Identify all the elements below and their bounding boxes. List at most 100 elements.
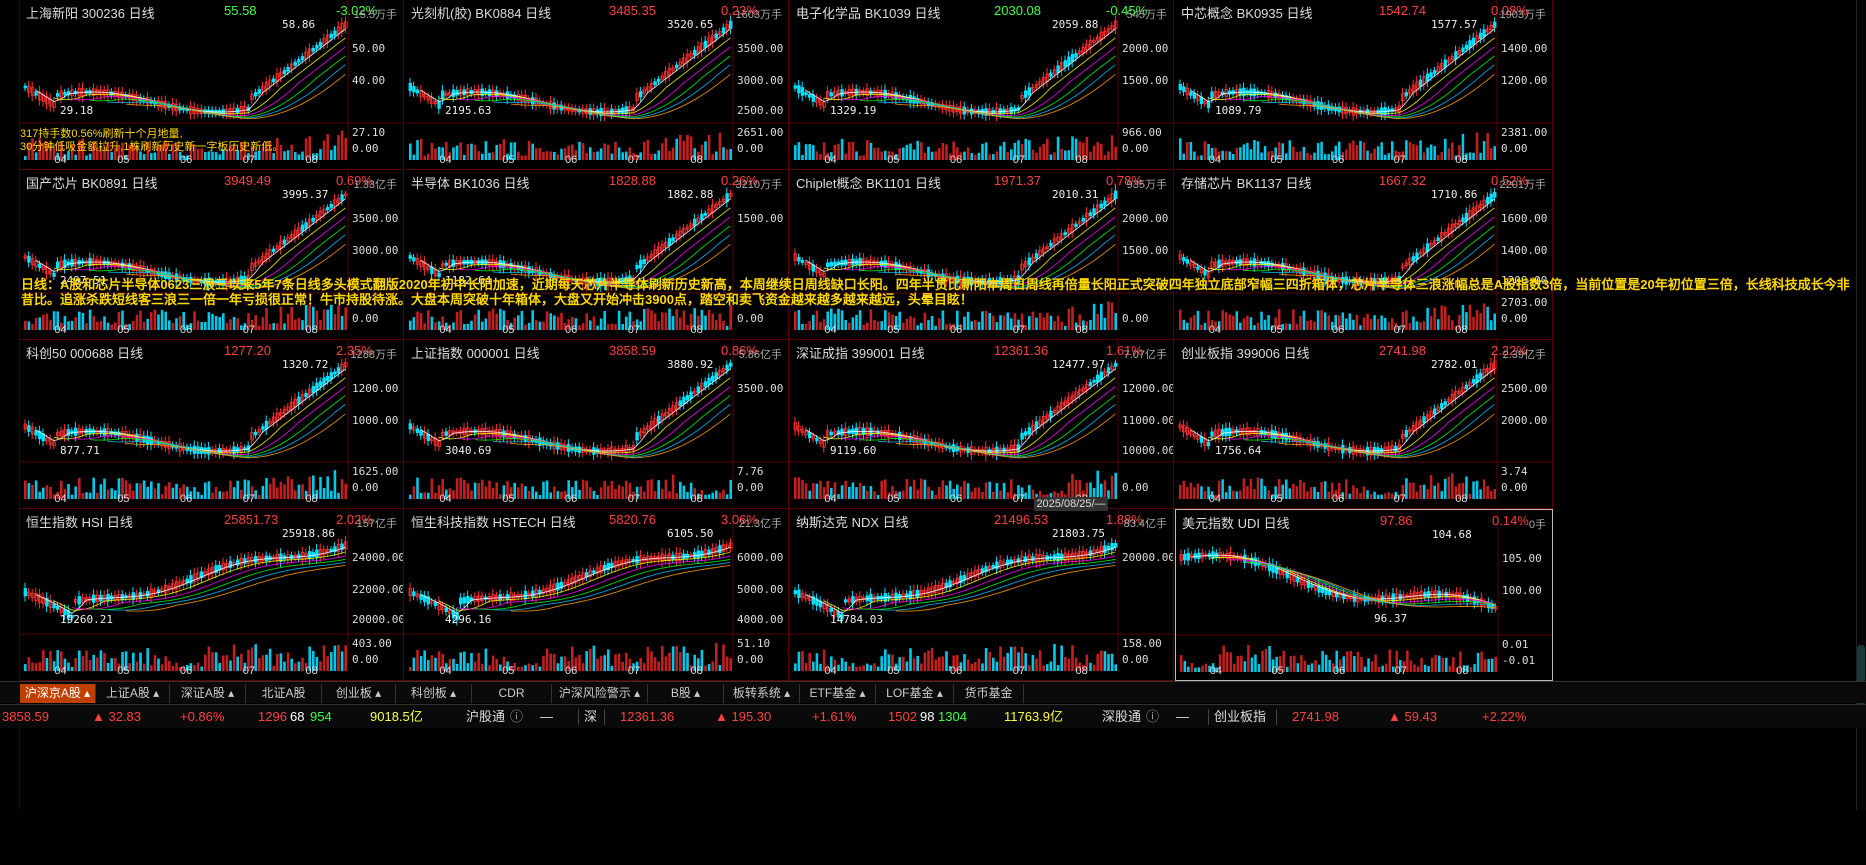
kline-chart[interactable] bbox=[405, 340, 789, 509]
last-price: 5820.76 bbox=[609, 512, 656, 527]
tab-star[interactable]: 科创板 ▴ bbox=[396, 684, 472, 703]
kline-chart[interactable] bbox=[1175, 170, 1553, 340]
sz-connect-label[interactable]: 深股通 bbox=[1102, 709, 1142, 724]
chart-panel[interactable]: Chiplet概念 BK1101 日线 1971.37 0.78% 935万手 2000… bbox=[790, 170, 1174, 340]
last-price: 1828.88 bbox=[609, 173, 656, 188]
chart-panel[interactable]: 恒生科技指数 HSTECH 日线 5820.76 3.06% 21.3亿手 6000.0… bbox=[405, 509, 789, 681]
kline-chart[interactable] bbox=[405, 0, 789, 170]
chart-panel[interactable]: 创业板指 399006 日线 2741.98 2.22% 2.39亿手 2500.00 2… bbox=[1175, 340, 1553, 509]
chart-panel[interactable]: 深证成指 399001 日线 12361.36 1.61% 7.07亿手 12000.0… bbox=[790, 340, 1174, 509]
kline-chart[interactable] bbox=[790, 170, 1174, 340]
panel-header: 科创50 000688 日线 1277.20 2.35% 1288万手 bbox=[24, 343, 397, 361]
tab-label: B股 bbox=[670, 686, 691, 700]
kline-chart[interactable] bbox=[405, 170, 789, 340]
volume-zero-tick: 0.00 bbox=[1501, 142, 1528, 155]
chart-panel[interactable]: 存储芯片 BK1137 日线 1667.32 0.52% 2201万手 1600.00 1… bbox=[1175, 170, 1553, 340]
kline-chart[interactable] bbox=[790, 0, 1174, 170]
volume-top-tick: 966.00 bbox=[1122, 126, 1162, 139]
chart-panel[interactable]: 科创50 000688 日线 1277.20 2.35% 1288万手 1200.00 1… bbox=[20, 340, 404, 509]
kline-chart[interactable] bbox=[790, 340, 1174, 509]
y-tick: 4000.00 bbox=[737, 613, 784, 626]
volume-max: 1903万手 bbox=[1499, 9, 1546, 21]
low-label: 96.37 bbox=[1374, 612, 1408, 625]
chart-panel[interactable]: 美元指数 UDI 日线 97.86 0.14% 0手 105.00 100.00 0.01 -… bbox=[1175, 509, 1553, 681]
last-price: 25851.73 bbox=[224, 512, 279, 527]
y-tick: 1200.00 bbox=[1501, 74, 1548, 87]
x-tick: 06 bbox=[949, 154, 963, 166]
x-tick: 04 bbox=[439, 665, 452, 677]
x-tick: 05 bbox=[502, 665, 515, 677]
y-tick: 1500.00 bbox=[737, 212, 784, 225]
low-label: 2195.63 bbox=[445, 104, 492, 117]
vertical-scrollbar[interactable] bbox=[1856, 0, 1866, 810]
volume-zero-tick: 0.00 bbox=[1501, 312, 1528, 325]
x-tick: 05 bbox=[1271, 665, 1284, 677]
tab-bj-a[interactable]: 北证A股 bbox=[246, 684, 322, 703]
help-icon[interactable]: ⓘ bbox=[510, 709, 524, 724]
x-tick: 07 bbox=[1012, 324, 1025, 336]
stock-note: 317持手数0.56%刷新十个月地量, 30分钟低吸金额拉升,1株刷新历史新一字… bbox=[20, 128, 284, 153]
chart-panel[interactable]: 国产芯片 BK0891 日线 3949.49 0.69% 1.33亿手 3500.00 3… bbox=[20, 170, 404, 340]
chart-panel[interactable]: 半导体 BK1036 日线 1828.88 0.26% 3210万手 1500.00 0.… bbox=[405, 170, 789, 340]
cy-change: ▲ 59.43 bbox=[1388, 709, 1438, 724]
instrument-name: 恒生科技指数 HSTECH 日线 bbox=[411, 515, 576, 530]
kline-chart[interactable] bbox=[20, 0, 404, 170]
low-label: 9119.60 bbox=[830, 444, 877, 457]
high-label: 104.68 bbox=[1432, 528, 1472, 541]
tab-sh-a[interactable]: 上证A股 ▴ bbox=[96, 684, 170, 703]
chart-panel[interactable]: 电子化学品 BK1039 日线 2030.08 -0.45% 545万手 2000.00… bbox=[790, 0, 1174, 170]
chart-panel[interactable]: 中芯概念 BK0935 日线 1542.74 0.08% 1903万手 1400.00 1… bbox=[1175, 0, 1553, 170]
tab-cdr[interactable]: CDR bbox=[472, 684, 552, 703]
tab-transfer[interactable]: 板转系统 ▴ bbox=[724, 684, 800, 703]
low-label: 877.71 bbox=[60, 444, 100, 457]
cy-index: 2741.98 bbox=[1292, 709, 1339, 724]
y-tick: 10000.00 bbox=[1122, 444, 1174, 457]
kline-chart[interactable] bbox=[1176, 510, 1553, 681]
volume-zero-tick: 0.00 bbox=[1122, 312, 1149, 325]
kline-chart[interactable] bbox=[1175, 340, 1553, 509]
x-tick: 08 bbox=[1075, 665, 1088, 677]
tab-b[interactable]: B股 ▴ bbox=[648, 684, 724, 703]
panel-header: 上海新阳 300236 日线 55.58 -3.02% 15.5万手 bbox=[24, 3, 397, 21]
x-tick: 06 bbox=[564, 154, 578, 166]
tab-lof[interactable]: LOF基金 ▴ bbox=[876, 684, 954, 703]
instrument-name: 中芯概念 BK0935 日线 bbox=[1181, 6, 1313, 21]
volume-zero-tick: 0.00 bbox=[1122, 481, 1149, 494]
sh-connect-label[interactable]: 沪股通 bbox=[466, 709, 506, 724]
x-tick: 06 bbox=[1332, 154, 1345, 166]
chart-panel[interactable]: 光刻机(胶) BK0884 日线 3485.35 0.23% 1603万手 3500.0… bbox=[405, 0, 789, 170]
volume-top-tick: 27.10 bbox=[352, 126, 386, 139]
kline-chart[interactable] bbox=[790, 509, 1174, 681]
y-tick: 1000.00 bbox=[352, 414, 399, 427]
y-tick: 22000.00 bbox=[352, 583, 404, 596]
tab-money[interactable]: 货币基金 bbox=[954, 684, 1024, 703]
tab-sz-a[interactable]: 深证A股 ▴ bbox=[170, 684, 246, 703]
tab-gem[interactable]: 创业板 ▴ bbox=[322, 684, 396, 703]
tab-hs-a[interactable]: 沪深京A股 ▴ bbox=[20, 684, 96, 703]
scrollbar-thumb[interactable] bbox=[1857, 645, 1865, 705]
x-tick: 04 bbox=[1208, 324, 1222, 336]
sh-up-count: 1296 bbox=[258, 709, 287, 724]
low-label: 29.18 bbox=[60, 104, 94, 117]
panel-header: 存储芯片 BK1137 日线 1667.32 0.52% 2201万手 bbox=[1179, 173, 1546, 191]
tab-etf[interactable]: ETF基金 ▴ bbox=[800, 684, 876, 703]
x-tick: 07 bbox=[242, 154, 255, 166]
last-price: 55.58 bbox=[224, 3, 257, 18]
x-tick: 06 bbox=[1332, 493, 1345, 505]
help-icon[interactable]: ⓘ bbox=[1146, 709, 1160, 724]
chart-panel[interactable]: 上海新阳 300236 日线 55.58 -3.02% 15.5万手 50.00 40.0… bbox=[20, 0, 404, 170]
volume-top-tick: 51.10 bbox=[737, 637, 771, 650]
kline-chart[interactable] bbox=[20, 509, 404, 681]
tab-label: LOF基金 bbox=[886, 686, 934, 700]
tab-risk[interactable]: 沪深风险警示 ▴ bbox=[552, 684, 648, 703]
x-tick: 06 bbox=[179, 493, 193, 505]
kline-chart[interactable] bbox=[20, 170, 404, 340]
x-tick: 06 bbox=[949, 665, 963, 677]
kline-chart[interactable] bbox=[405, 509, 789, 681]
chart-panel[interactable]: 恒生指数 HSI 日线 25851.73 2.02% 157亿手 24000.00 220… bbox=[20, 509, 404, 681]
y-tick: 105.00 bbox=[1502, 552, 1542, 565]
kline-chart[interactable] bbox=[20, 340, 404, 509]
chart-panel[interactable]: 纳斯达克 NDX 日线 21496.53 1.88% 83.4亿手 20000.00 15… bbox=[790, 509, 1174, 681]
chart-panel[interactable]: 上证指数 000001 日线 3858.59 0.86% 5.86亿手 3500.00 7… bbox=[405, 340, 789, 509]
kline-chart[interactable] bbox=[1175, 0, 1553, 170]
